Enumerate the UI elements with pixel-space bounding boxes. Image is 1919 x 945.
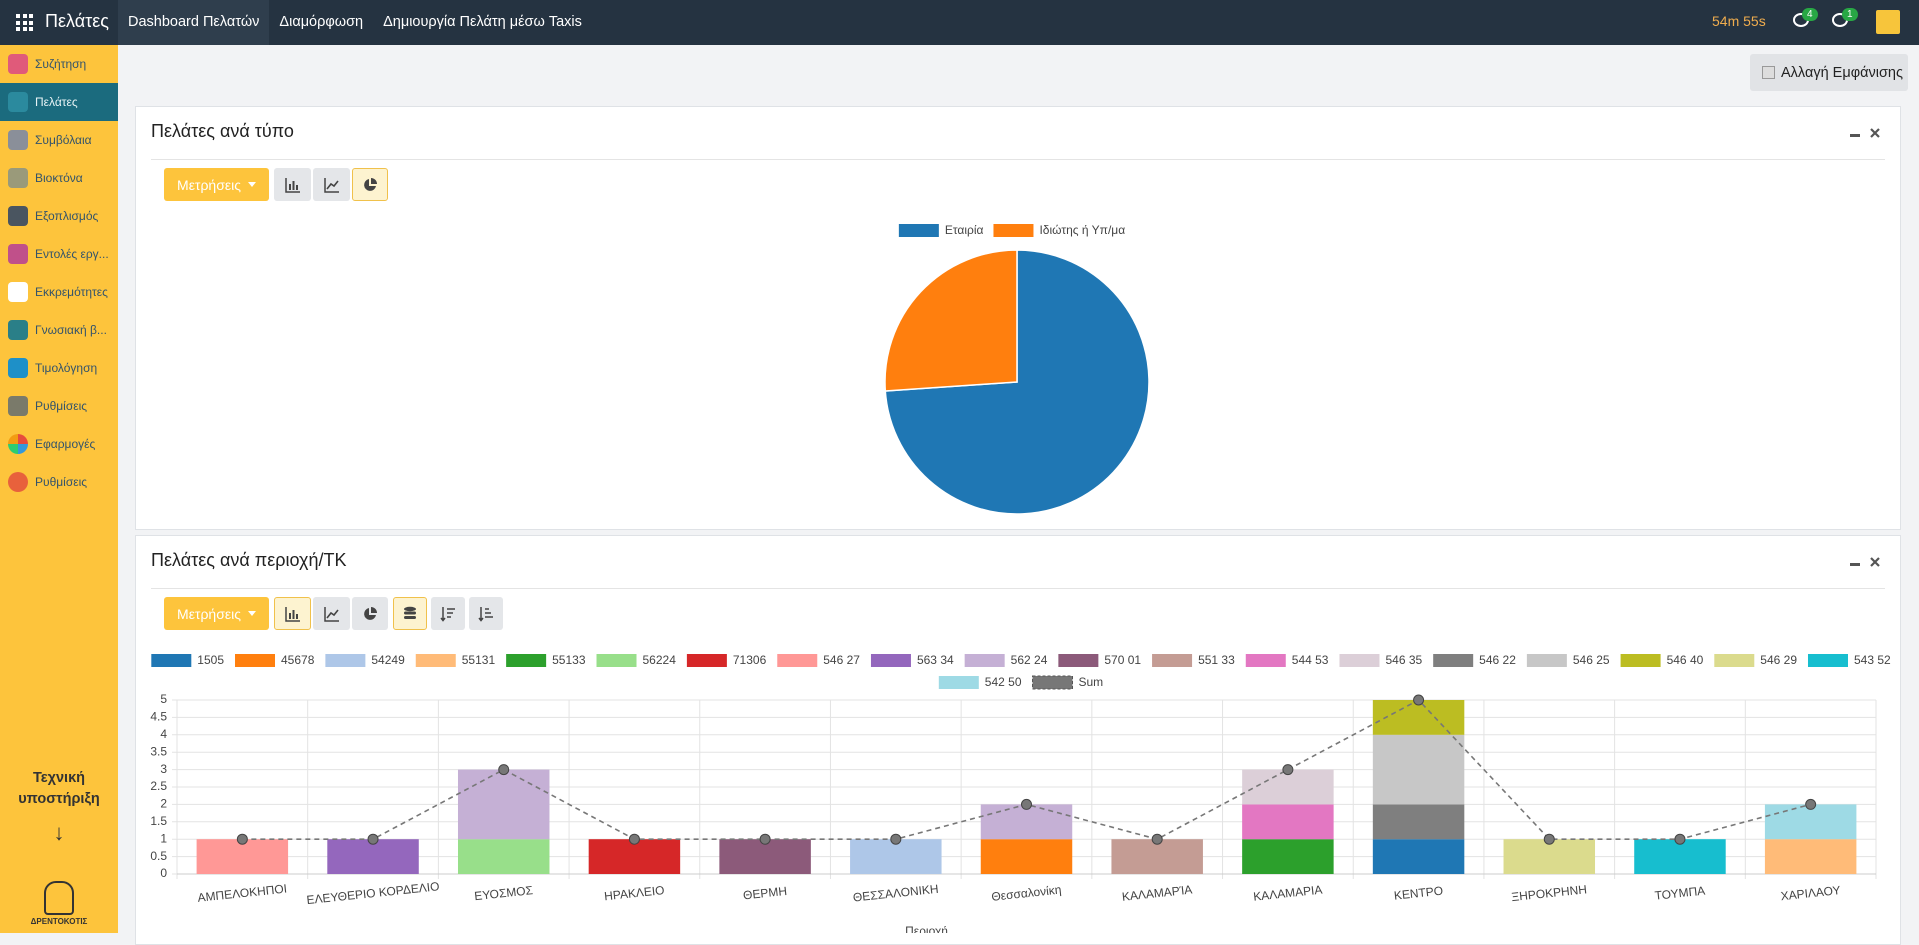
icon (8, 54, 28, 74)
icon (284, 177, 300, 193)
close-button[interactable] (1868, 126, 1882, 140)
menu-item[interactable]: Dashboard Πελατών (118, 0, 270, 45)
caret (247, 611, 256, 616)
panel-title: Πελάτες ανά περιοχή/ΤΚ (151, 550, 347, 570)
separator (151, 159, 1885, 160)
sidebar-item[interactable]: Τιμολόγηση (0, 349, 118, 387)
icon (8, 168, 28, 188)
sidebar-item[interactable]: Ρυθμίσεις (0, 463, 118, 501)
sidebar-item[interactable]: Πελάτες (0, 83, 118, 121)
label: Εντολές εργ... (35, 247, 109, 261)
separator (151, 588, 1885, 589)
icon (8, 130, 28, 150)
sort-ascending-button[interactable] (469, 597, 503, 630)
sidebar-item[interactable]: Εντολές εργ... (0, 235, 118, 273)
sidebar-item[interactable]: Εφαρμογές (0, 425, 118, 463)
pie-chart-button[interactable] (352, 597, 388, 630)
sidebar: Συζήτηση Πελάτες Συμβόλαια Βιοκτόνα Εξοπ… (0, 45, 118, 933)
label: Συζήτηση (35, 57, 87, 71)
close-button[interactable] (1868, 555, 1882, 569)
bar-chart-button[interactable] (274, 168, 311, 201)
panel-title: Πελάτες ανά τύπο (151, 121, 294, 141)
sidebar-item[interactable]: Βιοκτόνα (0, 159, 118, 197)
sidebar-item[interactable]: Ρυθμίσεις (0, 387, 118, 425)
label: Μετρήσεις (177, 605, 241, 622)
logo-icon (44, 881, 74, 915)
panel: Πελάτες ανά τύπο Μετρήσεις (135, 106, 1901, 530)
label: Βιοκτόνα (35, 171, 83, 185)
support-arrow: ↓ (53, 820, 65, 845)
icon (478, 606, 493, 622)
icon (364, 177, 377, 191)
icon (8, 206, 28, 226)
icon (8, 434, 28, 454)
label: Πελάτες (35, 95, 78, 109)
menu-item[interactable]: Δημιουργία Πελάτη μέσω Taxis (383, 14, 582, 30)
support-text[interactable]: Τεχνική υποστήριξη (18, 770, 100, 807)
sidebar-item[interactable]: Εκκρεμότητες (0, 273, 118, 311)
icon (404, 606, 416, 619)
icon (323, 177, 339, 193)
icon (284, 606, 300, 622)
measures-button[interactable]: Μετρήσεις (164, 597, 269, 630)
label: Συμβόλαια (35, 133, 92, 147)
label: Αλλαγή Εμφάνισης (1781, 64, 1903, 81)
sidebar-item[interactable]: Εξοπλισμός (0, 197, 118, 235)
icon (8, 472, 28, 492)
icon (364, 606, 377, 620)
minimize-button[interactable] (1848, 126, 1862, 140)
toggle-view-button[interactable]: Αλλαγή Εμφάνισης (1750, 54, 1908, 91)
line-chart-button[interactable] (313, 168, 350, 201)
messages-badge: 4 (1802, 8, 1818, 21)
sort-descending-button[interactable] (431, 597, 465, 630)
top-bar: Πελάτες Dashboard Πελατών Διαμόρφωση Δημ… (0, 0, 1919, 45)
panel: Πελάτες ανά περιοχή/ΤΚ Μετρήσεις (135, 535, 1901, 945)
label: Γνωσιακή β... (35, 323, 107, 337)
sidebar-item[interactable]: Γνωσιακή β... (0, 311, 118, 349)
label: Μετρήσεις (177, 176, 241, 193)
icon (8, 282, 28, 302)
app-name[interactable]: Πελάτες (45, 11, 109, 31)
logo-text: ΔΡΕΝΤΟΚΟΤΙΣ (30, 917, 88, 926)
main-menu: Dashboard Πελατών Διαμόρφωση Δημιουργία … (118, 0, 592, 45)
minimize-button[interactable] (1848, 555, 1862, 569)
icon (323, 606, 339, 622)
icon (440, 606, 455, 622)
apps-menu[interactable] (16, 14, 33, 31)
label: Ρυθμίσεις (35, 475, 88, 489)
bar-chart-button[interactable] (274, 597, 311, 630)
stacked-button[interactable] (393, 597, 427, 630)
menu-item[interactable]: Διαμόρφωση (279, 14, 364, 30)
pie-chart-button[interactable] (352, 168, 388, 201)
user-avatar[interactable] (1876, 10, 1900, 34)
label: Εξοπλισμός (35, 209, 99, 223)
icon (8, 396, 28, 416)
timer[interactable]: 54m 55s (1712, 13, 1766, 29)
sidebar-item[interactable]: Συμβόλαια (0, 121, 118, 159)
icon (8, 244, 28, 264)
measures-button[interactable]: Μετρήσεις (164, 168, 269, 201)
label: Εκκρεμότητες (35, 285, 108, 299)
label: Εφαρμογές (35, 437, 96, 451)
icon (8, 320, 28, 340)
line-chart-button[interactable] (313, 597, 350, 630)
activities-badge: 1 (1842, 8, 1858, 21)
sidebar-item[interactable]: Συζήτηση (0, 45, 118, 83)
icon (8, 358, 28, 378)
icon (8, 92, 28, 112)
checkbox[interactable] (1762, 66, 1775, 79)
label: Τιμολόγηση (35, 361, 98, 375)
label: Ρυθμίσεις (35, 399, 88, 413)
caret (247, 182, 256, 187)
